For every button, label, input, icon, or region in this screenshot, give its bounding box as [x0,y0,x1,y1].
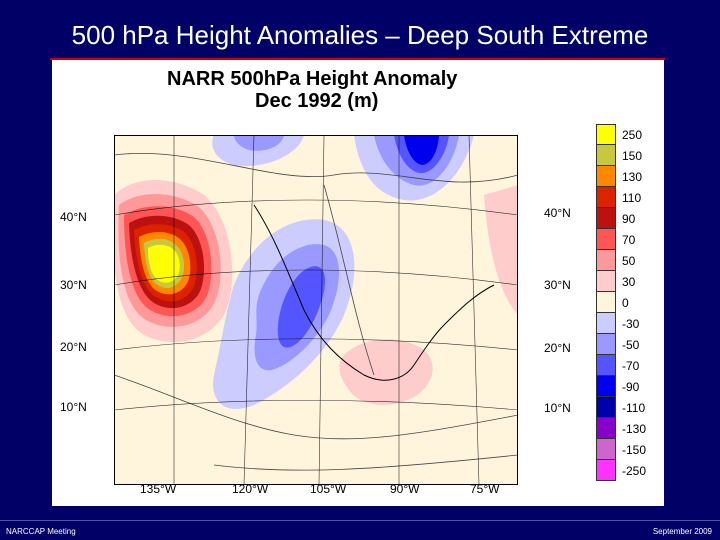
anomaly-map [114,135,518,485]
footer-date: September 2009 [652,527,712,536]
legend-swatch [596,166,616,187]
legend-label: 130 [622,170,643,184]
legend-label: -70 [622,359,640,373]
lon-label-105: 105°W [310,482,347,496]
coastline [253,204,495,381]
legend-label: 150 [622,149,643,163]
anomaly-trough-core [277,266,326,348]
legend-swatch [596,334,616,355]
contour-lines [114,152,518,471]
title-divider [50,58,665,60]
lon-label-90: 90°W [390,482,420,496]
legend-label: -250 [622,464,647,478]
legend-label: -30 [622,317,640,331]
color-legend [596,124,616,481]
footer-event: NARCCAP Meeting [6,527,76,536]
figure-title: NARR 500hPa Height Anomaly Dec 1992 (m) [167,68,457,112]
lat-label-right-10: 10°N [544,401,571,415]
anomaly-figure: NARR 500hPa Height Anomaly Dec 1992 (m) [52,60,664,506]
figure-title-line1: NARR 500hPa Height Anomaly [167,68,458,90]
legend-label: 110 [622,191,642,205]
legend-label: 250 [622,128,643,142]
legend-swatch [596,271,616,292]
legend-swatch [596,397,616,418]
anomaly-gulf [339,339,433,405]
legend-label: -150 [622,443,647,457]
anomaly-north-west-core [234,135,284,151]
legend-swatch [596,313,616,334]
legend-swatch [596,124,616,145]
legend-label: -50 [622,338,640,352]
legend-swatch [596,292,616,313]
legend-swatch [596,376,616,397]
lat-label-right-30: 30°N [544,278,571,292]
legend-label: 30 [622,275,636,289]
lat-label-left-20: 20°N [60,340,87,354]
legend-swatch [596,250,616,271]
anomaly-north-east-core [404,135,439,165]
lat-label-right-20: 20°N [544,341,571,355]
legend-label: 90 [622,212,636,226]
legend-swatch [596,208,616,229]
legend-swatch [596,418,616,439]
lat-label-left-40: 40°N [60,210,87,224]
legend-label: 70 [622,233,636,247]
footer-divider [0,520,720,521]
slide-title: 500 hPa Height Anomalies – Deep South Ex… [71,20,649,50]
legend-label: -90 [622,380,640,394]
legend-label: -130 [622,422,647,436]
anomaly-east-ridge [484,185,518,315]
graticule [114,135,518,485]
legend-swatch [596,355,616,376]
lon-label-75: 75°W [470,482,500,496]
lat-label-left-10: 10°N [60,400,87,414]
legend-label: 0 [622,296,629,310]
anomaly-ridge-core [148,244,180,283]
legend-swatch [596,187,616,208]
legend-swatch [596,229,616,250]
lat-label-left-30: 30°N [60,278,87,292]
figure-title-line2: Dec 1992 (m) [255,90,379,112]
legend-swatch [596,460,616,481]
legend-label: -110 [622,401,646,415]
lon-label-135: 135°W [140,482,177,496]
lat-label-right-40: 40°N [544,206,571,220]
legend-label: 50 [622,254,636,268]
legend-swatch [596,145,616,166]
map-frame [114,135,518,485]
lon-label-120: 120°W [232,482,269,496]
legend-swatch [596,439,616,460]
